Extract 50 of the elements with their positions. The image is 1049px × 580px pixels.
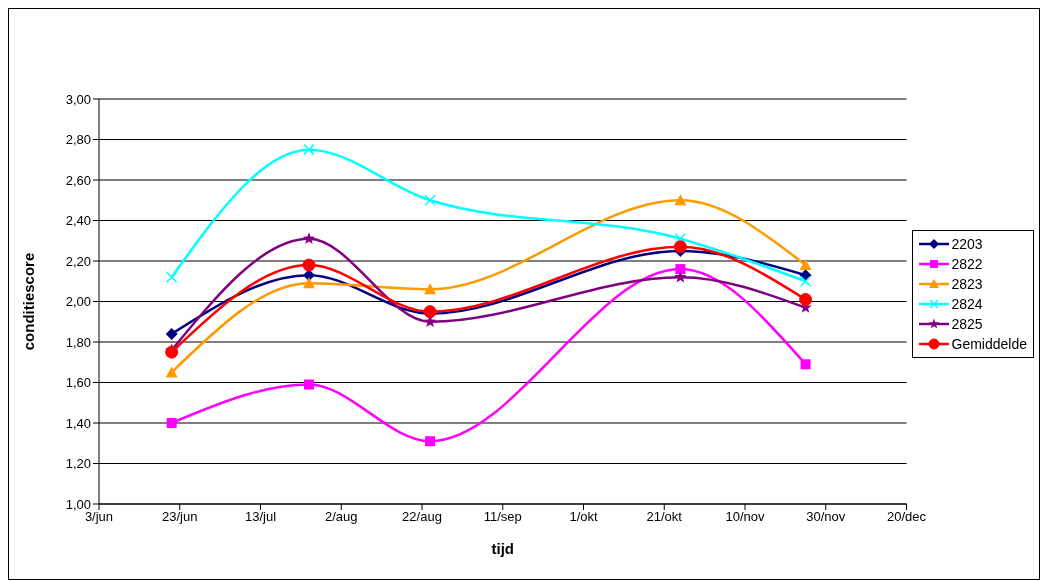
point (303, 379, 314, 390)
point (165, 271, 178, 283)
x-axis-title: tijd (491, 540, 514, 557)
point (302, 232, 316, 244)
legend-label: Gemiddelde (951, 336, 1027, 352)
legend-label: 2823 (951, 276, 983, 292)
y-tick-label: 1,80 (65, 334, 91, 350)
x-tick-label: 2/aug (324, 509, 358, 525)
x-tick-label: 13/jul (244, 509, 277, 525)
point (303, 143, 315, 156)
y-tick-label: 2,80 (65, 132, 91, 148)
point (302, 258, 316, 272)
point (674, 194, 687, 206)
point (674, 270, 687, 283)
point (799, 292, 813, 306)
y-tick-label: 2,20 (65, 253, 91, 269)
x-tick-label: 30/nov (806, 509, 846, 525)
point (166, 418, 177, 428)
legend-label: 2825 (951, 316, 983, 332)
point (425, 436, 436, 447)
legend-label: 2203 (951, 236, 983, 252)
point (165, 327, 178, 340)
x-tick-label: 23/jun (162, 509, 198, 525)
point (675, 264, 686, 275)
y-tick-label: 2,60 (65, 172, 91, 188)
x-tick-label: 11/sep (483, 509, 522, 525)
y-tick-label: 3,00 (65, 91, 91, 107)
point (800, 359, 811, 370)
y-axis-title: conditiescore (20, 252, 38, 351)
point (799, 259, 812, 271)
y-tick-label: 1,20 (65, 456, 91, 472)
point (302, 277, 315, 289)
point (424, 283, 437, 295)
x-tick-label: 20/dec (886, 509, 927, 525)
legend-label: 2822 (951, 256, 983, 272)
legend-label: 2824 (951, 296, 983, 312)
x-tick-label: 1/okt (569, 509, 598, 525)
y-tick-label: 1,60 (65, 375, 91, 391)
x-tick-label: 3/jun (84, 509, 114, 525)
x-tick-label: 22/aug (402, 509, 442, 525)
y-tick-label: 1,00 (65, 496, 91, 512)
y-tick-label: 2,40 (65, 213, 91, 229)
point (165, 366, 178, 378)
point (673, 240, 687, 254)
y-tick-label: 1,40 (65, 415, 91, 431)
y-tick-label: 2,00 (65, 294, 91, 310)
point (799, 275, 812, 287)
x-tick-label: 10/nov (725, 509, 766, 525)
x-tick-label: 21/okt (646, 509, 683, 525)
point (424, 194, 436, 206)
